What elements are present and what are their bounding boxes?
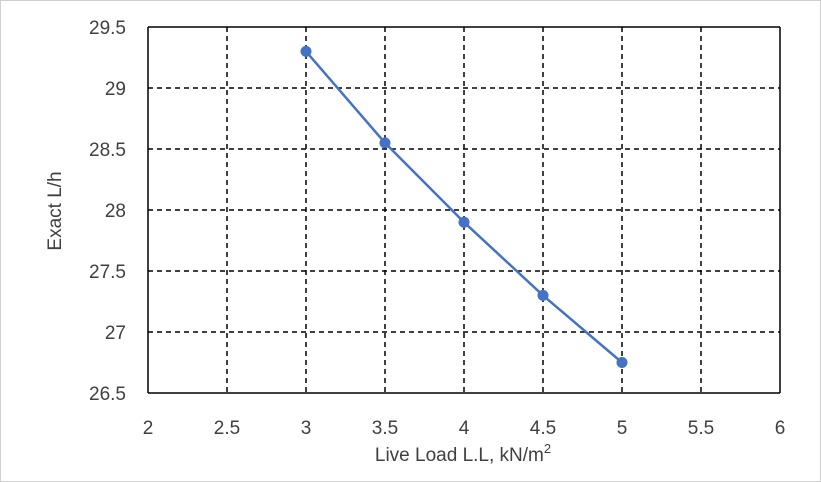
- data-point: [537, 289, 549, 301]
- x-axis-title: Live Load L.L, kN/m2: [375, 441, 551, 466]
- x-tick-label: 3: [301, 418, 312, 439]
- y-tick-label: 28.5: [89, 140, 126, 161]
- data-point: [300, 45, 312, 57]
- grid-lines: [147, 26, 781, 394]
- y-tick-labels: 26.5 27 27.5 28 28.5 29 29.5: [89, 18, 126, 405]
- data-point: [458, 216, 470, 228]
- x-tick-label: 4.5: [530, 418, 556, 439]
- y-tick-label: 28: [105, 201, 126, 222]
- x-tick-label: 2.5: [214, 418, 240, 439]
- x-tick-label: 3.5: [372, 418, 398, 439]
- x-tick-label: 5.5: [688, 418, 714, 439]
- data-point: [379, 137, 391, 149]
- series-group: [300, 45, 628, 368]
- x-tick-label: 4: [459, 418, 470, 439]
- x-tick-labels: 2 2.5 3 3.5 4 4.5 5 5.5 6: [143, 418, 786, 439]
- y-tick-label: 29: [105, 79, 126, 100]
- x-tick-label: 5: [617, 418, 628, 439]
- data-point: [616, 357, 628, 368]
- y-tick-label: 29.5: [89, 18, 126, 39]
- y-tick-label: 26.5: [89, 384, 126, 405]
- y-axis-title: Exact L/h: [45, 171, 66, 250]
- y-tick-label: 27: [105, 323, 126, 344]
- x-tick-label: 2: [143, 418, 154, 439]
- x-tick-label: 6: [775, 418, 786, 439]
- y-tick-label: 27.5: [89, 262, 126, 283]
